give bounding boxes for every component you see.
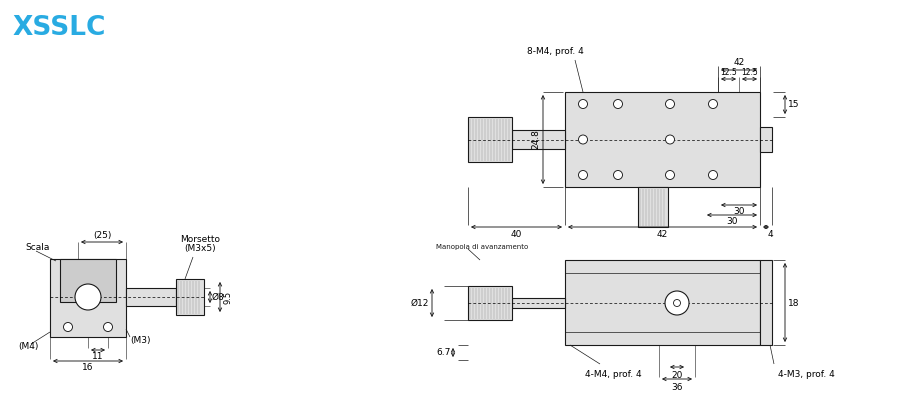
Text: 4-M3, prof. 4: 4-M3, prof. 4 — [778, 370, 834, 379]
Text: (25): (25) — [93, 231, 111, 240]
Text: 9.5: 9.5 — [223, 290, 232, 304]
Text: 15: 15 — [788, 100, 799, 109]
Circle shape — [578, 100, 587, 109]
Text: 20: 20 — [672, 371, 682, 380]
Text: 24.8: 24.8 — [531, 130, 540, 149]
Bar — [176, 279, 204, 315]
Text: 4-M4, prof. 4: 4-M4, prof. 4 — [585, 370, 642, 379]
Text: 4: 4 — [768, 230, 774, 239]
Bar — [760, 260, 772, 345]
Bar — [468, 286, 512, 320]
Text: Ø12: Ø12 — [411, 298, 429, 307]
Text: 40: 40 — [510, 230, 522, 239]
Text: 8-M4, prof. 4: 8-M4, prof. 4 — [527, 47, 584, 56]
Circle shape — [578, 171, 587, 179]
Text: 42: 42 — [733, 58, 745, 67]
Circle shape — [63, 322, 72, 332]
Circle shape — [103, 322, 112, 332]
Text: 18: 18 — [788, 298, 799, 307]
Circle shape — [665, 135, 674, 144]
Circle shape — [665, 100, 674, 109]
Bar — [468, 117, 512, 162]
Text: (M3): (M3) — [130, 337, 150, 345]
Text: Manopola di avanzamento: Manopola di avanzamento — [436, 244, 529, 250]
Text: 12.5: 12.5 — [720, 68, 737, 77]
Bar — [60, 259, 116, 302]
Circle shape — [665, 291, 689, 315]
Bar — [638, 187, 668, 227]
Text: 11: 11 — [92, 352, 104, 361]
Text: 36: 36 — [672, 383, 682, 392]
Circle shape — [665, 171, 674, 179]
Text: 30: 30 — [726, 217, 738, 226]
Circle shape — [614, 171, 623, 179]
Text: 30: 30 — [733, 207, 745, 216]
Text: Scala: Scala — [25, 243, 50, 252]
Text: (M3x5): (M3x5) — [185, 244, 215, 253]
Bar — [512, 298, 565, 308]
Bar — [565, 92, 760, 187]
Circle shape — [578, 135, 587, 144]
Circle shape — [673, 300, 681, 307]
Bar — [565, 260, 760, 345]
Text: Ø8: Ø8 — [212, 292, 224, 301]
Bar — [126, 288, 176, 306]
Text: 42: 42 — [657, 230, 668, 239]
Circle shape — [709, 171, 718, 179]
Bar — [512, 130, 565, 149]
Text: 6.7: 6.7 — [436, 348, 451, 357]
Text: (M4): (M4) — [18, 343, 38, 352]
Circle shape — [614, 100, 623, 109]
Circle shape — [709, 100, 718, 109]
Text: XSSLC: XSSLC — [12, 15, 105, 41]
Bar — [760, 127, 772, 152]
Text: 12.5: 12.5 — [741, 68, 757, 77]
Bar — [50, 259, 126, 337]
Text: 16: 16 — [82, 363, 94, 372]
Circle shape — [75, 284, 101, 310]
Text: Morsetto: Morsetto — [180, 235, 220, 244]
